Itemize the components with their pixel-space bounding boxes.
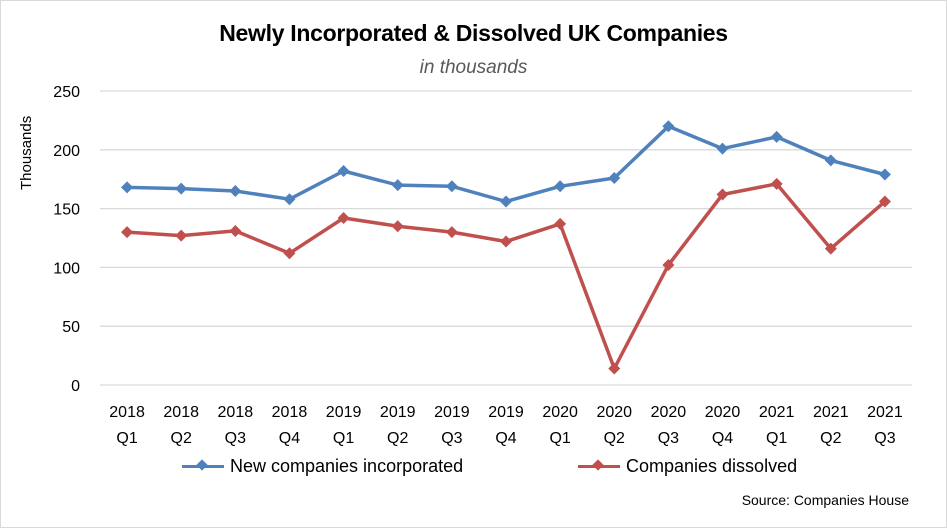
legend-swatch-red-icon bbox=[578, 457, 620, 477]
x-tick-label-year: 2018 bbox=[218, 404, 254, 421]
x-tick-label-quarter: Q1 bbox=[116, 430, 137, 447]
legend: New companies incorporated Companies dis… bbox=[0, 456, 947, 482]
x-tick-label-quarter: Q4 bbox=[495, 430, 516, 447]
x-tick-label-quarter: Q3 bbox=[658, 430, 679, 447]
data-point-incorporated bbox=[824, 154, 837, 167]
x-tick-label-year: 2019 bbox=[488, 404, 524, 421]
y-tick-label: 200 bbox=[53, 143, 80, 160]
x-tick-label-quarter: Q3 bbox=[874, 430, 895, 447]
legend-label: New companies incorporated bbox=[230, 456, 464, 476]
x-tick-label-year: 2020 bbox=[596, 404, 632, 421]
x-tick-label-year: 2019 bbox=[326, 404, 362, 421]
data-point-dissolved bbox=[337, 212, 350, 225]
data-point-dissolved bbox=[554, 217, 567, 230]
y-tick-label: 50 bbox=[62, 319, 80, 336]
chart-title: Newly Incorporated & Dissolved UK Compan… bbox=[219, 20, 728, 46]
x-tick-label-quarter: Q2 bbox=[387, 430, 408, 447]
data-point-dissolved bbox=[445, 226, 458, 239]
y-tick-labels: 0 50 100 150 200 250 bbox=[53, 84, 80, 395]
data-point-dissolved bbox=[824, 242, 837, 255]
x-tick-label-year: 2021 bbox=[867, 404, 903, 421]
chart-subtitle: in thousands bbox=[419, 57, 528, 78]
data-point-dissolved bbox=[121, 226, 134, 239]
x-tick-label-quarter: Q2 bbox=[604, 430, 625, 447]
data-point-incorporated bbox=[608, 172, 621, 185]
legend-label: Companies dissolved bbox=[626, 456, 798, 476]
data-point-incorporated bbox=[770, 130, 783, 143]
x-tick-label-quarter: Q2 bbox=[171, 430, 192, 447]
data-point-incorporated bbox=[662, 120, 675, 133]
data-point-incorporated bbox=[500, 195, 512, 208]
x-tick-label-year: 2020 bbox=[705, 404, 741, 421]
data-point-dissolved bbox=[608, 362, 621, 375]
legend-item-new-companies: New companies incorporated bbox=[182, 456, 463, 477]
x-tick-label-year: 2018 bbox=[163, 404, 199, 421]
x-tick-label-year: 2018 bbox=[109, 404, 145, 421]
x-tick-label-quarter: Q1 bbox=[333, 430, 354, 447]
x-tick-label-quarter: Q1 bbox=[766, 430, 787, 447]
x-tick-label-year: 2020 bbox=[542, 404, 578, 421]
y-tick-label: 250 bbox=[53, 84, 80, 101]
x-tick-label-quarter: Q3 bbox=[225, 430, 246, 447]
series-line-dissolved bbox=[126, 182, 887, 371]
x-tick-label-quarter: Q4 bbox=[279, 430, 300, 447]
x-tick-labels: 2018 Q1 2018 Q2 2018 Q3 2018 Q4 2019 Q1 2019 Q2 2019… bbox=[109, 404, 903, 447]
source-note: Source: Companies House bbox=[741, 492, 909, 508]
legend-swatch-blue-icon bbox=[182, 457, 224, 477]
data-point-dissolved bbox=[500, 235, 512, 248]
data-point-dissolved bbox=[662, 259, 675, 272]
x-tick-label-year: 2019 bbox=[380, 404, 416, 421]
data-point-dissolved bbox=[175, 229, 188, 242]
x-tick-label-year: 2021 bbox=[759, 404, 795, 421]
data-point-incorporated bbox=[337, 164, 350, 177]
data-point-incorporated bbox=[121, 181, 134, 194]
legend-item-dissolved: Companies dissolved bbox=[578, 456, 797, 477]
data-point-incorporated bbox=[283, 193, 296, 206]
x-tick-label-quarter: Q4 bbox=[712, 430, 733, 447]
data-point-incorporated bbox=[716, 142, 729, 155]
x-tick-label-quarter: Q2 bbox=[820, 430, 841, 447]
x-tick-label-quarter: Q3 bbox=[441, 430, 462, 447]
data-point-dissolved bbox=[391, 220, 404, 233]
x-tick-label-year: 2019 bbox=[434, 404, 470, 421]
x-tick-label-year: 2018 bbox=[272, 404, 308, 421]
y-tick-label: 100 bbox=[53, 260, 80, 277]
x-tick-label-year: 2021 bbox=[813, 404, 849, 421]
y-tick-label: 0 bbox=[71, 378, 80, 395]
data-point-incorporated bbox=[878, 168, 891, 181]
x-tick-label-quarter: Q1 bbox=[549, 430, 570, 447]
gridlines bbox=[100, 90, 912, 386]
x-tick-label-year: 2020 bbox=[651, 404, 687, 421]
data-point-dissolved bbox=[283, 247, 296, 260]
y-tick-label: 150 bbox=[53, 202, 80, 219]
series-markers bbox=[121, 120, 891, 375]
data-point-incorporated bbox=[445, 180, 458, 193]
data-point-incorporated bbox=[175, 182, 188, 195]
data-point-incorporated bbox=[554, 180, 567, 193]
data-point-dissolved bbox=[878, 195, 891, 208]
data-point-dissolved bbox=[229, 224, 242, 237]
data-point-incorporated bbox=[391, 179, 404, 192]
data-point-dissolved bbox=[716, 188, 729, 201]
data-point-dissolved bbox=[770, 177, 783, 190]
series-line-incorporated bbox=[127, 124, 886, 204]
data-point-incorporated bbox=[229, 184, 242, 197]
